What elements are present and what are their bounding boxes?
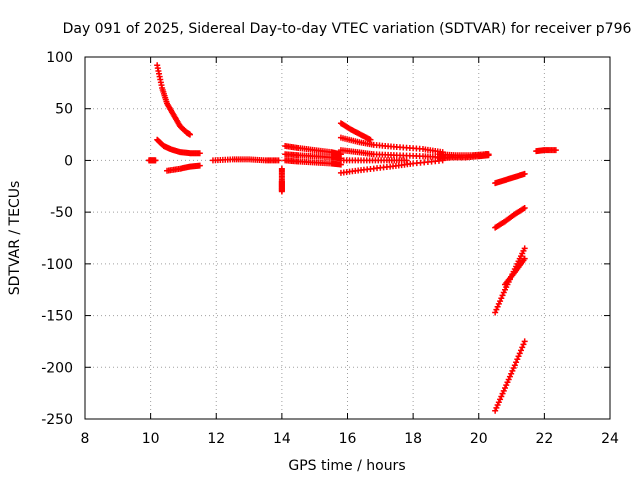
data-point: [520, 205, 527, 212]
series-cluster-15h-top: [282, 142, 344, 158]
series-flat-12h: [209, 156, 282, 164]
data-point: [152, 157, 159, 164]
data-point: [495, 300, 502, 307]
series-curve-b: [154, 136, 203, 157]
y-axis-label: SDTVAR / TECUs: [7, 181, 23, 296]
data-point: [367, 136, 374, 143]
data-point: [494, 402, 501, 409]
data-point: [508, 370, 515, 377]
chart-title: Day 091 of 2025, Sidereal Day-to-day VTE…: [63, 21, 632, 37]
x-tick-label: 18: [404, 431, 422, 447]
y-tick-label: -50: [50, 205, 73, 221]
grid-layer: [85, 57, 610, 419]
y-tick-label: -250: [41, 412, 73, 428]
data-point: [500, 289, 507, 296]
data-point: [521, 245, 528, 252]
data-point: [521, 205, 528, 212]
data-point: [504, 379, 511, 386]
data-point: [503, 382, 510, 389]
series-cluster-15h-mid: [282, 151, 344, 162]
data-point: [498, 393, 505, 400]
series-curve-16h-a: [337, 120, 374, 143]
y-tick-label: -200: [41, 360, 73, 376]
series-low-10h: [164, 162, 203, 174]
x-tick-label: 24: [601, 431, 619, 447]
series-cluster-15h-low: [282, 157, 344, 168]
x-tick-label: 20: [470, 431, 488, 447]
series-rising-17h: [337, 157, 446, 176]
data-point: [498, 295, 505, 302]
data-point: [494, 303, 501, 310]
data-point: [514, 356, 521, 363]
y-tick-label: 100: [46, 50, 73, 66]
data-point: [499, 390, 506, 397]
data-point: [521, 170, 528, 177]
data-point: [499, 292, 506, 299]
data-point: [500, 387, 507, 394]
data-point: [515, 353, 522, 360]
data-point: [552, 147, 559, 154]
x-tick-label: 22: [535, 431, 553, 447]
data-point: [493, 404, 500, 411]
series-curve-16h-b: [337, 134, 446, 156]
data-point: [521, 255, 528, 262]
data-point: [492, 407, 499, 414]
data-point: [497, 396, 504, 403]
tick-layer: 8 10 12 14 16 18 20 22 24 100 50 0 -50 -100 -150 -200 -2…: [41, 50, 619, 447]
data-point: [278, 188, 285, 195]
data-point: [497, 298, 504, 305]
series-points-22h: [533, 147, 559, 155]
x-tick-label: 12: [207, 431, 225, 447]
data-point: [520, 341, 527, 348]
series-flat-16h: [337, 157, 410, 164]
series-curve-a: [154, 62, 193, 138]
data-point: [513, 359, 520, 366]
data-point: [493, 306, 500, 313]
series-flat-10h: [145, 157, 159, 164]
series-spike-14h: [278, 165, 285, 195]
y-tick-label: -100: [41, 257, 73, 273]
data-marks: [145, 62, 559, 414]
x-tick-label: 10: [142, 431, 160, 447]
data-point: [519, 344, 526, 351]
data-point: [517, 347, 524, 354]
series-cluster-19h-b: [436, 151, 492, 159]
data-point: [187, 131, 193, 138]
y-tick-label: 0: [64, 153, 73, 169]
data-point: [495, 399, 502, 406]
data-point: [516, 350, 523, 357]
data-point: [275, 157, 282, 164]
data-point: [511, 362, 518, 369]
x-tick-label: 8: [81, 431, 90, 447]
data-point: [485, 151, 492, 158]
data-point: [502, 384, 508, 391]
x-axis-label: GPS time / hours: [288, 458, 405, 474]
data-point: [403, 157, 410, 164]
series-seg-21h-d: [502, 255, 528, 288]
data-point: [521, 338, 528, 345]
series-seg-21h-b: [492, 205, 528, 231]
series-seg-21h-a: [492, 170, 528, 187]
data-point: [492, 309, 499, 316]
y-tick-label: 50: [55, 102, 73, 118]
data-point: [196, 162, 203, 169]
x-tick-label: 14: [273, 431, 291, 447]
data-point: [505, 376, 512, 383]
data-point: [510, 365, 517, 372]
data-point: [509, 367, 516, 374]
data-point: [506, 373, 513, 380]
series-seg-21h-e: [492, 338, 528, 414]
data-point: [196, 150, 203, 157]
y-tick-label: -150: [41, 309, 73, 325]
x-tick-label: 16: [339, 431, 357, 447]
